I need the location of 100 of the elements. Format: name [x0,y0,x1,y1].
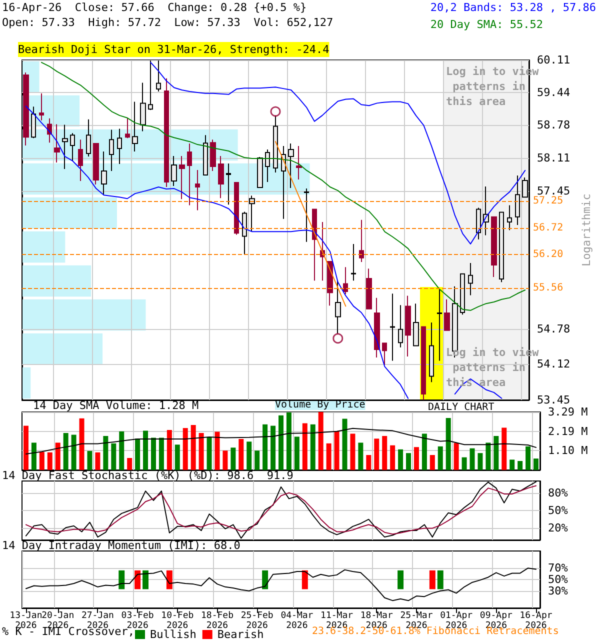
y-tick-label: 2.19 M [548,424,588,438]
bar [103,436,108,470]
candlestick [257,156,263,188]
bar [222,450,228,470]
bar [358,442,364,470]
y-tick-label: 3.29 M [548,406,588,418]
bar [87,450,92,470]
bar [382,436,388,470]
candlestick [234,181,239,236]
candlestick [327,260,333,306]
chart-subtitle: Open: 57.33 High: 57.72 Low: 57.33 Vol: 652,127 [2,16,334,29]
bar [414,447,419,470]
candlestick [273,114,278,173]
candlestick [460,273,465,316]
candlestick [288,143,294,189]
candlestick [499,212,504,283]
bar [39,452,44,470]
candlestick [390,293,395,362]
y-tick-label: 20% [548,522,568,535]
chart-title: 14 Day Intraday Momentum (IMI): 68.0 [2,539,240,552]
bar [318,412,324,470]
candlestick [304,188,309,242]
candlestick [86,118,91,157]
bar [254,450,260,470]
bar [470,448,475,470]
bar [278,415,284,470]
x-tick-label: 10-Feb 2026 [161,611,194,631]
candlestick [382,342,387,366]
candlestick [226,162,231,206]
bar [206,437,212,470]
text: Bearish Doji Star on 31-Mar-26, Strength: -24.4 [18,43,330,56]
bar [119,431,124,470]
bar [174,444,180,470]
candlestick [187,143,192,206]
candlestick [265,149,270,182]
candlestick [242,211,247,255]
annotation: DAILY CHART [428,402,494,413]
candlestick [421,326,426,400]
ref-line-label: 56.20 [532,249,564,260]
text: 20 Day SMA: 55.52 [430,18,544,31]
bar [286,412,292,470]
bar [214,432,220,470]
bar [478,453,483,470]
bar [111,443,116,470]
candlestick [312,208,317,282]
y-tick-label: 58.11 [536,151,570,164]
bar [22,231,66,263]
ref-line-label: 55.56 [532,282,564,294]
bar [502,428,507,470]
bar [462,457,467,470]
chart-title: 16-Apr-26 Close: 57.66 Change: 0.28 {+0.5 %} [2,1,307,14]
bar [430,455,435,470]
line-series [25,428,537,454]
bar [198,432,204,470]
candlestick [179,155,185,200]
bar [95,452,100,470]
bar [143,430,148,470]
candlestick [374,297,380,358]
bar [294,436,300,470]
candlestick [195,169,200,211]
bar [190,425,196,470]
text: 14 Day SMA Volume: 1.28 M [33,399,199,412]
bar [526,446,531,470]
candlestick [101,151,107,196]
legend-label: Bearish [217,628,264,640]
bar [22,367,31,399]
candlestick [39,92,44,121]
bar [31,442,36,470]
bar [150,438,156,470]
candlestick [437,288,442,362]
candlestick [78,139,83,182]
bar [422,434,427,470]
candlestick [140,82,146,132]
bar [406,453,412,470]
bar [494,436,499,470]
candlestick [31,106,36,139]
candlestick [249,195,255,232]
bar [390,445,396,470]
candlestick [109,129,114,172]
bar [127,458,132,470]
candlestick [23,72,29,146]
bar [23,426,28,470]
candlestick [335,280,341,334]
candlestick [476,207,481,240]
candlestick [366,268,372,310]
candlestick [320,221,325,282]
bar [534,458,539,470]
bar [326,443,332,470]
candlestick [70,132,75,161]
y-tick-label: 59.44 [536,86,570,99]
candlestick [117,128,122,164]
bar [166,430,172,470]
candlestick [54,124,60,163]
y-tick-label: 50% [548,573,568,586]
candlestick [62,124,68,170]
candlestick [125,118,130,139]
bar [230,448,236,470]
candlestick [93,143,99,186]
x-tick-label: 25-Feb 2026 [240,611,274,631]
candlestick [507,204,512,231]
